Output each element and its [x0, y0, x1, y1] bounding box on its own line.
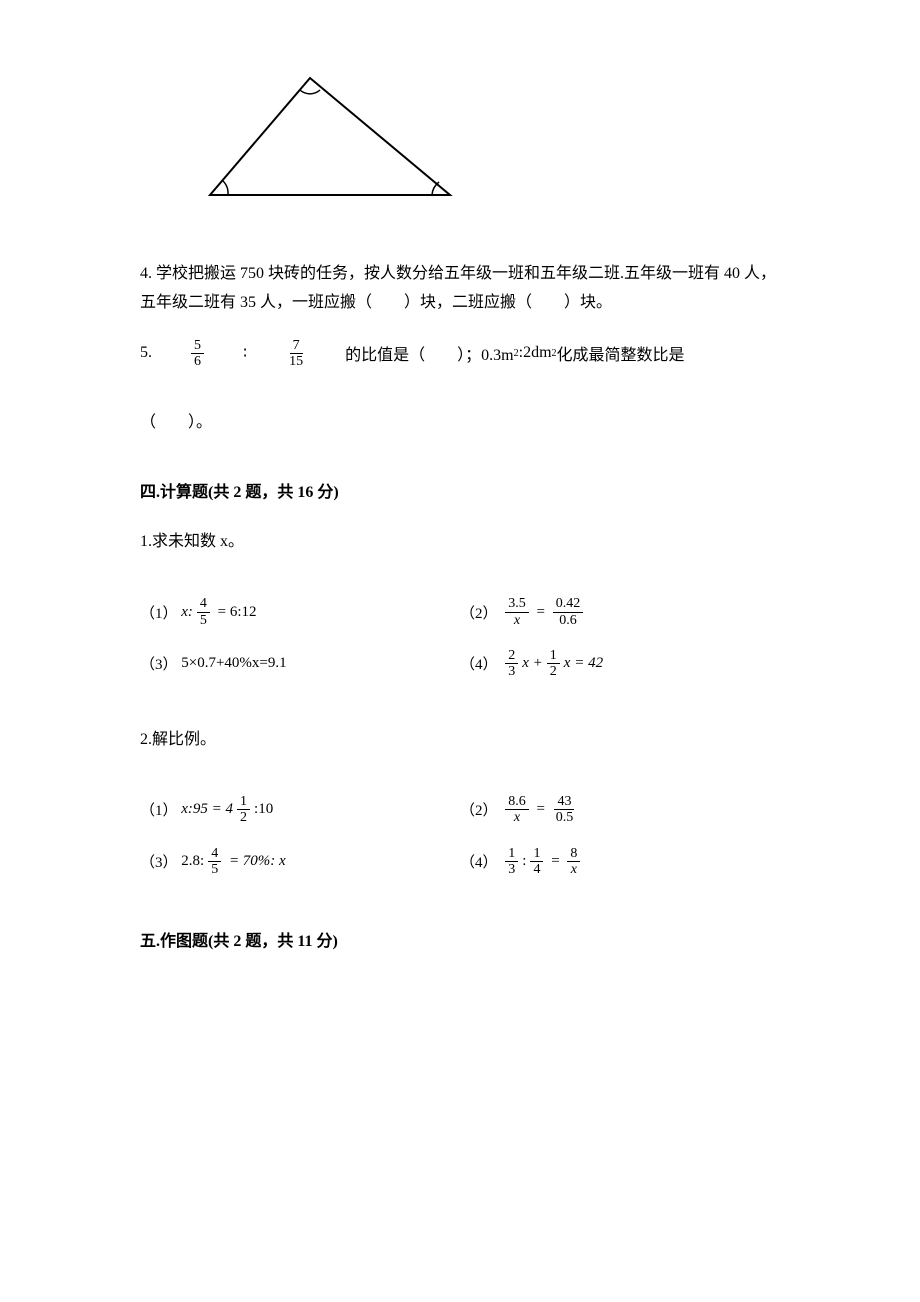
section-4-header: 四.计算题(共 2 题，共 16 分)	[140, 478, 780, 502]
q5-line2: （ ）。	[140, 414, 212, 431]
question-4: 4. 学校把搬运 750 块砖的任务，按人数分给五年级一班和五年级二班.五年级一…	[140, 260, 780, 318]
q4-text: 学校把搬运 750 块砖的任务，按人数分给五年级一班和五年级二班.五年级一班有 …	[140, 265, 776, 311]
q5-colon: ∶	[243, 343, 247, 363]
s4-q2-eq4: （4） 1 3 : 1 4 = 8 x	[460, 846, 780, 878]
s4-q1-eq3: （3） 5×0.7+40%x=9.1	[140, 648, 460, 680]
q5-text-end: 化成最简整数比是	[557, 341, 685, 365]
q5-text-mid2: :2dm	[519, 344, 552, 362]
q4-number: 4.	[140, 265, 152, 282]
section4-q2-label: 2.解比例。	[140, 725, 780, 749]
triangle-svg	[200, 70, 460, 205]
q5-fraction-2: 7 15	[286, 338, 306, 370]
s4-q1-eq4: （4） 2 3 x + 1 2 x = 42	[460, 648, 780, 680]
section4-q1-label: 1.求未知数 x。	[140, 527, 780, 551]
s4-q2-eq1: （1） x:95 = 4 1 2 :10	[140, 794, 460, 826]
triangle-figure	[200, 70, 780, 210]
s4-q2-eq2: （2） 8.6 x = 43 0.5	[460, 794, 780, 826]
section4-q2-equations: （1） x:95 = 4 1 2 :10 （2） 8.6 x = 43 0.5 …	[140, 794, 780, 878]
q5-text-mid: 的比值是（ ）；0.3m	[345, 341, 513, 365]
q5-number: 5.	[140, 344, 152, 362]
s4-q2-eq3: （3） 2.8: 4 5 = 70%: x	[140, 846, 460, 878]
q5-fraction-1: 5 6	[191, 338, 204, 370]
s4-q1-eq1: （1） x: 4 5 = 6:12	[140, 596, 460, 628]
section4-q1-equations: （1） x: 4 5 = 6:12 （2） 3.5 x = 0.42 0.6 （…	[140, 596, 780, 680]
question-5-line2: （ ）。	[140, 409, 780, 438]
question-5-line1: 5. 5 6 ∶ 7 15 的比值是（ ）；0.3m2:2dm2化成最简整数比是	[140, 338, 780, 370]
section-5-header: 五.作图题(共 2 题，共 11 分)	[140, 927, 780, 951]
s4-q1-eq2: （2） 3.5 x = 0.42 0.6	[460, 596, 780, 628]
